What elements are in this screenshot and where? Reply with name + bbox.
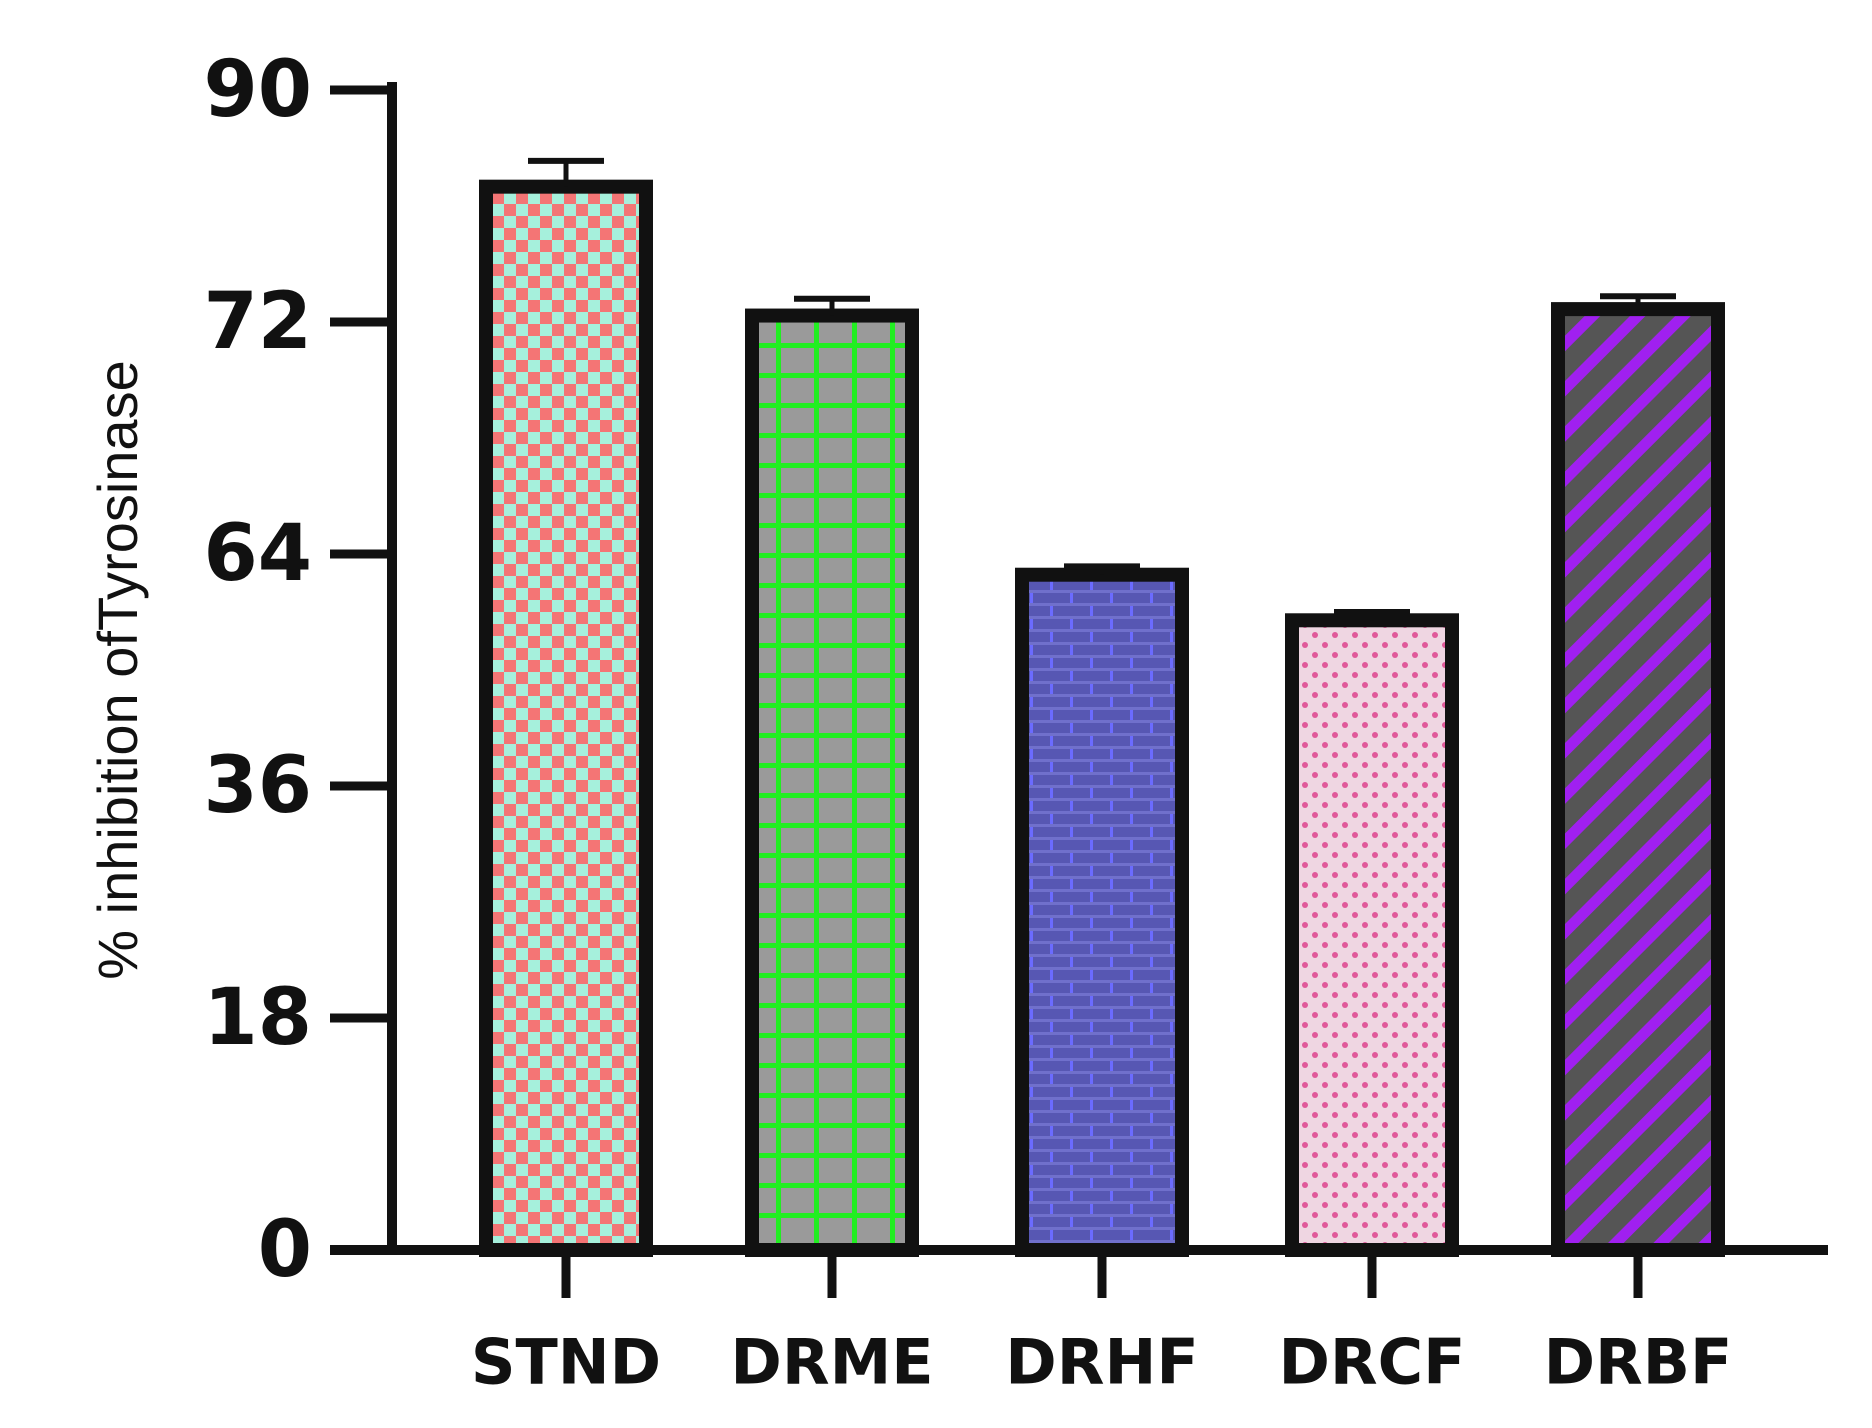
x-tick-label-drbf: DRBF [1544, 1326, 1733, 1399]
bar-drbf [1551, 302, 1725, 1258]
y-tick-label: 36 [203, 741, 312, 831]
x-tick-label-drme: DRME [730, 1326, 933, 1399]
y-tick-label: 0 [258, 1205, 312, 1295]
bar-stnd [479, 179, 653, 1258]
y-tick-label: 64 [203, 509, 312, 599]
y-tick-label: 72 [203, 277, 312, 367]
x-tick-label-stnd: STND [471, 1326, 661, 1399]
x-tick-label-drhf: DRHF [1005, 1326, 1198, 1399]
bars-layer [479, 179, 1725, 1258]
y-axis-title: % inhibition ofTyrosinase [86, 360, 149, 979]
bar-drhf [1015, 567, 1189, 1257]
y-tick-label: 90 [203, 45, 312, 135]
x-ticks: STND DRME DRHF DRCF DRBF [471, 1250, 1733, 1399]
bar-drme [745, 308, 919, 1257]
y-tick-label: 18 [203, 973, 312, 1063]
error-bars-layer [528, 157, 1676, 621]
y-ticks: 0 18 36 64 72 90 [203, 45, 392, 1295]
x-tick-label-drcf: DRCF [1278, 1326, 1465, 1399]
bar-drcf [1285, 613, 1459, 1257]
